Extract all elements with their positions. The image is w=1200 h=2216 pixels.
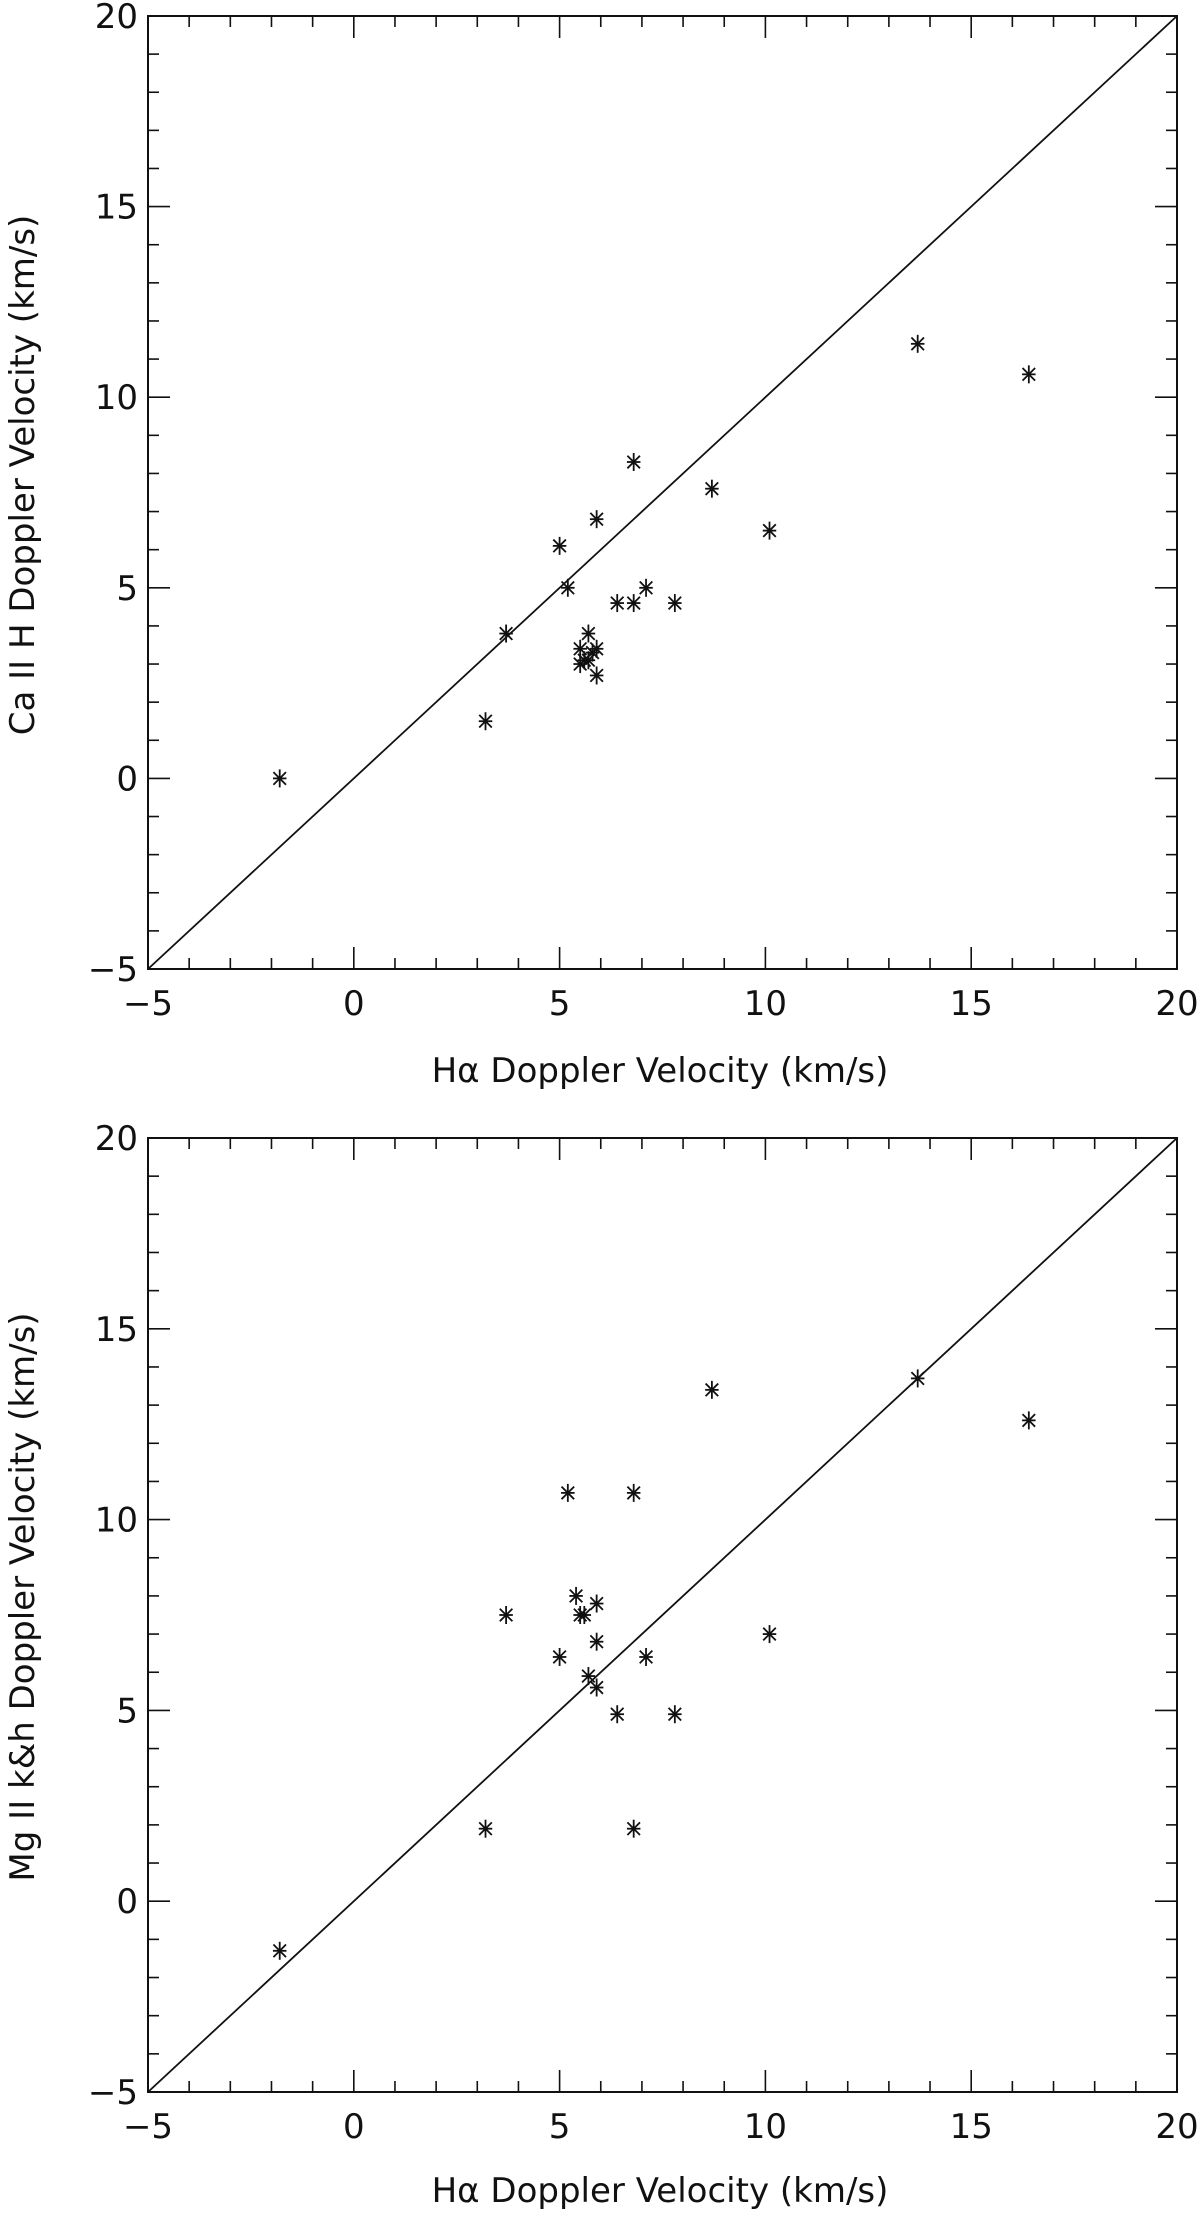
top-y-tick-label: −5 xyxy=(88,950,138,990)
top-data-point xyxy=(1021,365,1036,384)
top-y-tick-label: 5 xyxy=(116,569,138,609)
top-data-point xyxy=(589,666,604,685)
bottom-identity-line xyxy=(147,1137,1178,2093)
bottom-data-point xyxy=(569,1586,584,1605)
top-x-tick-label: 0 xyxy=(343,984,365,1024)
bottom-plot-frame xyxy=(147,1137,1178,2093)
bottom-x-tick-label: −5 xyxy=(123,2107,173,2147)
top-data-point xyxy=(573,639,588,658)
top-plot-frame xyxy=(147,15,1178,970)
top-data-point xyxy=(610,594,625,613)
bottom-data-point xyxy=(610,1705,625,1724)
bottom-x-axis-title: Hα Doppler Velocity (km/s) xyxy=(432,2171,889,2211)
bottom-x-tick-label: 15 xyxy=(950,2107,993,2147)
top-panel-ca-ii-h: Hα Doppler Velocity (km/s) Ca II H Doppl… xyxy=(3,0,1199,1091)
bottom-data-point xyxy=(552,1647,567,1666)
top-y-tick-label: 15 xyxy=(95,188,138,228)
top-data-point xyxy=(589,510,604,529)
top-x-tick-label: 10 xyxy=(744,984,787,1024)
top-data-point xyxy=(626,594,641,613)
top-data-point xyxy=(552,536,567,555)
top-data-point xyxy=(704,479,719,498)
bottom-data-point xyxy=(704,1380,719,1399)
top-data-point xyxy=(478,712,493,731)
bottom-data-point xyxy=(589,1678,604,1697)
top-data-point xyxy=(626,453,641,472)
bottom-y-tick-label: −5 xyxy=(88,2073,138,2113)
top-data-point xyxy=(639,578,653,597)
bottom-data-point xyxy=(577,1606,592,1624)
bottom-data-point xyxy=(589,1594,604,1613)
bottom-data-point xyxy=(626,1819,641,1838)
top-data-point xyxy=(762,521,777,540)
bottom-x-tick-label: 10 xyxy=(744,2107,787,2147)
top-data-point xyxy=(499,624,514,643)
top-y-axis-title: Ca II H Doppler Velocity (km/s) xyxy=(3,215,43,736)
bottom-y-tick-label: 0 xyxy=(116,1882,138,1922)
bottom-data-point xyxy=(910,1369,925,1388)
bottom-data-point xyxy=(478,1819,493,1838)
top-data-point xyxy=(272,769,287,788)
bottom-x-tick-label: 0 xyxy=(343,2107,365,2147)
bottom-data-point xyxy=(1021,1411,1036,1430)
bottom-panel-mg-ii-kh: Hα Doppler Velocity (km/s) Mg II k&h Dop… xyxy=(3,1119,1199,2211)
top-y-tick-label: 0 xyxy=(116,759,138,799)
top-data-point xyxy=(589,639,604,658)
top-data-point xyxy=(581,624,596,643)
bottom-data-point xyxy=(667,1705,682,1724)
bottom-data-point xyxy=(499,1606,514,1624)
top-identity-line xyxy=(147,15,1178,970)
bottom-x-tick-label: 5 xyxy=(549,2107,571,2147)
bottom-data-point xyxy=(762,1625,777,1644)
top-x-tick-label: −5 xyxy=(123,984,173,1024)
top-y-tick-label: 20 xyxy=(95,0,138,37)
bottom-y-tick-label: 5 xyxy=(116,1691,138,1731)
bottom-data-point xyxy=(639,1647,653,1666)
top-x-tick-label: 20 xyxy=(1155,984,1198,1024)
bottom-y-tick-label: 15 xyxy=(95,1310,138,1350)
bottom-x-tick-label: 20 xyxy=(1155,2107,1198,2147)
top-data-point xyxy=(560,578,575,597)
bottom-data-point xyxy=(581,1667,596,1686)
top-x-axis-title: Hα Doppler Velocity (km/s) xyxy=(432,1051,889,1091)
bottom-data-point xyxy=(272,1941,287,1960)
bottom-data-point xyxy=(589,1632,604,1651)
top-y-tick-label: 10 xyxy=(95,378,138,418)
bottom-y-tick-label: 10 xyxy=(95,1501,138,1541)
top-data-point xyxy=(667,594,682,613)
bottom-y-tick-label: 20 xyxy=(95,1119,138,1159)
top-x-tick-label: 15 xyxy=(950,984,993,1024)
bottom-y-axis-title: Mg II k&h Doppler Velocity (km/s) xyxy=(3,1312,43,1881)
top-data-point xyxy=(910,334,925,353)
bottom-data-point xyxy=(560,1483,575,1502)
bottom-data-point xyxy=(626,1483,641,1502)
top-x-tick-label: 5 xyxy=(549,984,571,1024)
